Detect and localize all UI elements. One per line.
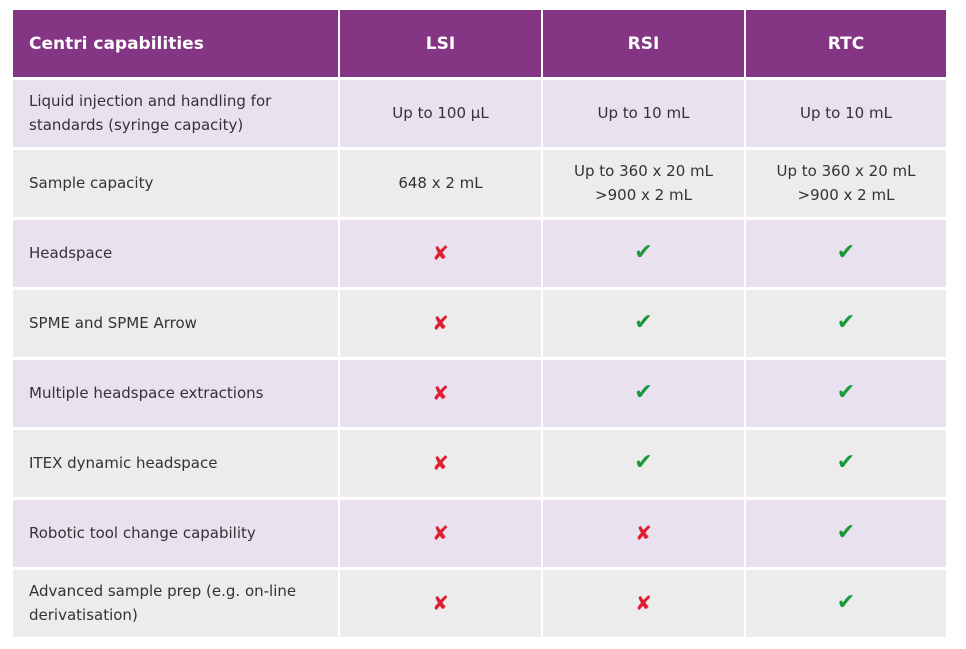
capabilities-table: Centri capabilities LSI RSI RTC Liquid i… bbox=[13, 10, 946, 637]
cell-rtc: Up to 10 mL bbox=[746, 79, 946, 147]
cell-rsi: Up to 10 mL bbox=[543, 79, 744, 147]
header-capabilities: Centri capabilities bbox=[13, 10, 338, 77]
cross-icon: ✘ bbox=[340, 499, 541, 567]
row-label: Headspace bbox=[13, 219, 338, 287]
cross-icon: ✘ bbox=[543, 499, 744, 567]
row-label: Liquid injection and handling for standa… bbox=[13, 79, 338, 147]
check-icon: ✔ bbox=[746, 429, 946, 497]
check-icon: ✔ bbox=[746, 359, 946, 427]
cell-rsi: Up to 360 x 20 mL >900 x 2 mL bbox=[543, 149, 744, 217]
cross-icon: ✘ bbox=[340, 289, 541, 357]
header-rsi: RSI bbox=[543, 10, 744, 77]
check-icon: ✔ bbox=[746, 219, 946, 287]
row-label: ITEX dynamic headspace bbox=[13, 429, 338, 497]
header-rtc: RTC bbox=[746, 10, 946, 77]
check-icon: ✔ bbox=[543, 359, 744, 427]
cross-icon: ✘ bbox=[543, 569, 744, 637]
row-label: Advanced sample prep (e.g. on-line deriv… bbox=[13, 569, 338, 637]
check-icon: ✔ bbox=[746, 499, 946, 567]
header-lsi: LSI bbox=[340, 10, 541, 77]
check-icon: ✔ bbox=[543, 429, 744, 497]
row-label: Robotic tool change capability bbox=[13, 499, 338, 567]
cross-icon: ✘ bbox=[340, 569, 541, 637]
check-icon: ✔ bbox=[543, 219, 744, 287]
cell-lsi: 648 x 2 mL bbox=[340, 149, 541, 217]
row-label: SPME and SPME Arrow bbox=[13, 289, 338, 357]
row-label: Multiple headspace extractions bbox=[13, 359, 338, 427]
cross-icon: ✘ bbox=[340, 359, 541, 427]
check-icon: ✔ bbox=[746, 289, 946, 357]
check-icon: ✔ bbox=[746, 569, 946, 637]
check-icon: ✔ bbox=[543, 289, 744, 357]
cell-lsi: Up to 100 µL bbox=[340, 79, 541, 147]
row-label: Sample capacity bbox=[13, 149, 338, 217]
cell-rtc: Up to 360 x 20 mL >900 x 2 mL bbox=[746, 149, 946, 217]
cross-icon: ✘ bbox=[340, 219, 541, 287]
cross-icon: ✘ bbox=[340, 429, 541, 497]
